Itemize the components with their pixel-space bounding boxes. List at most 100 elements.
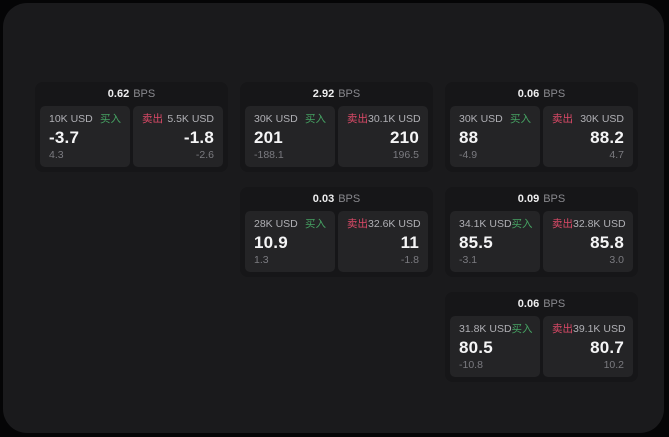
- buy-side-label: 买入: [510, 113, 531, 125]
- sell-side-label: 卖出: [552, 113, 573, 125]
- sell-price: 85.8: [590, 232, 624, 252]
- buy-pane-top: 28K USD 买入: [254, 218, 326, 230]
- bps-value: 0.62: [107, 88, 130, 100]
- bps-header: 0.06 BPS: [445, 292, 638, 316]
- sell-pane-top: 卖出 30K USD: [552, 113, 624, 125]
- buy-pane-top: 30K USD 买入: [254, 113, 326, 125]
- bps-value: 0.06: [517, 88, 540, 100]
- buy-notional: 31.8K USD: [459, 323, 512, 335]
- buy-price: 201: [254, 127, 283, 147]
- bps-header: 0.06 BPS: [445, 82, 638, 106]
- buy-price: 88: [459, 127, 479, 147]
- sell-pane-top: 卖出 30.1K USD: [347, 113, 421, 125]
- buy-sub-value: -3.1: [459, 254, 478, 266]
- buy-pane-top: 30K USD 买入: [459, 113, 531, 125]
- buy-pane[interactable]: 10K USD 买入 -3.7 4.3: [40, 106, 130, 167]
- sell-side-label: 卖出: [347, 218, 368, 230]
- sell-side-label: 卖出: [552, 323, 573, 335]
- buy-pane[interactable]: 30K USD 买入 88 -4.9: [450, 106, 540, 167]
- buy-pane[interactable]: 30K USD 买入 201 -188.1: [245, 106, 335, 167]
- sell-price: 210: [390, 127, 419, 147]
- buy-notional: 30K USD: [459, 113, 503, 125]
- buy-notional: 34.1K USD: [459, 218, 512, 230]
- sell-notional: 39.1K USD: [573, 323, 626, 335]
- sell-pane-top: 卖出 39.1K USD: [552, 323, 626, 335]
- sell-price: -1.8: [183, 127, 214, 147]
- buy-side-label: 买入: [511, 218, 533, 230]
- buy-side-label: 买入: [511, 323, 533, 335]
- buy-price: 10.9: [254, 232, 288, 252]
- bps-unit-label: BPS: [338, 88, 361, 100]
- buy-sub-value: -4.9: [459, 149, 478, 161]
- sell-pane[interactable]: 卖出 32.6K USD 11 -1.8: [338, 211, 428, 272]
- bps-value: 0.09: [517, 193, 540, 205]
- sell-pane[interactable]: 卖出 39.1K USD 80.7 10.2: [543, 316, 633, 377]
- sell-side-label: 卖出: [552, 218, 573, 230]
- sell-price: 80.7: [590, 337, 624, 357]
- buy-side-label: 买入: [100, 113, 121, 125]
- sell-notional: 32.8K USD: [573, 218, 626, 230]
- quote-card-body: 34.1K USD 买入 85.5 -3.1 卖出 32.8K USD 85.8…: [445, 211, 638, 272]
- quote-card-body: 30K USD 买入 88 -4.9 卖出 30K USD 88.2 4.7: [445, 106, 638, 167]
- quote-card-body: 31.8K USD 买入 80.5 -10.8 卖出 39.1K USD 80.…: [445, 316, 638, 377]
- bps-header: 0.62 BPS: [35, 82, 228, 106]
- sell-pane[interactable]: 卖出 30K USD 88.2 4.7: [543, 106, 633, 167]
- buy-price: 85.5: [459, 232, 493, 252]
- bps-unit-label: BPS: [338, 193, 361, 205]
- bps-unit-label: BPS: [133, 88, 156, 100]
- bps-unit-label: BPS: [543, 193, 566, 205]
- sell-sub-value: 4.7: [609, 149, 624, 161]
- buy-notional: 30K USD: [254, 113, 298, 125]
- quote-card-body: 10K USD 买入 -3.7 4.3 卖出 5.5K USD -1.8 -2.…: [35, 106, 228, 167]
- buy-pane-top: 10K USD 买入: [49, 113, 121, 125]
- sell-sub-value: 196.5: [392, 149, 419, 161]
- quote-card[interactable]: 0.03 BPS 28K USD 买入 10.9 1.3 卖出 32.6K US…: [240, 187, 433, 277]
- buy-price: -3.7: [49, 127, 80, 147]
- sell-side-label: 卖出: [347, 113, 368, 125]
- sell-sub-value: 3.0: [609, 254, 624, 266]
- buy-pane[interactable]: 28K USD 买入 10.9 1.3: [245, 211, 335, 272]
- bps-unit-label: BPS: [543, 88, 566, 100]
- buy-side-label: 买入: [305, 218, 326, 230]
- quote-card[interactable]: 0.06 BPS 31.8K USD 买入 80.5 -10.8 卖出 39.1…: [445, 292, 638, 382]
- buy-pane[interactable]: 34.1K USD 买入 85.5 -3.1: [450, 211, 540, 272]
- buy-notional: 28K USD: [254, 218, 298, 230]
- quote-card[interactable]: 2.92 BPS 30K USD 买入 201 -188.1 卖出 30.1K …: [240, 82, 433, 172]
- bps-value: 0.06: [517, 298, 540, 310]
- sell-notional: 30.1K USD: [368, 113, 421, 125]
- buy-sub-value: 1.3: [254, 254, 269, 266]
- buy-notional: 10K USD: [49, 113, 93, 125]
- quote-card-body: 30K USD 买入 201 -188.1 卖出 30.1K USD 210 1…: [240, 106, 433, 167]
- buy-pane[interactable]: 31.8K USD 买入 80.5 -10.8: [450, 316, 540, 377]
- sell-pane[interactable]: 卖出 32.8K USD 85.8 3.0: [543, 211, 633, 272]
- sell-pane-top: 卖出 5.5K USD: [142, 113, 214, 125]
- buy-sub-value: 4.3: [49, 149, 64, 161]
- sell-pane-top: 卖出 32.8K USD: [552, 218, 626, 230]
- sell-notional: 5.5K USD: [167, 113, 214, 125]
- sell-sub-value: -2.6: [195, 149, 214, 161]
- buy-sub-value: -10.8: [459, 359, 483, 371]
- buy-price: 80.5: [459, 337, 493, 357]
- sell-pane[interactable]: 卖出 5.5K USD -1.8 -2.6: [133, 106, 223, 167]
- sell-pane[interactable]: 卖出 30.1K USD 210 196.5: [338, 106, 428, 167]
- quote-card-body: 28K USD 买入 10.9 1.3 卖出 32.6K USD 11 -1.8: [240, 211, 433, 272]
- quote-card[interactable]: 0.62 BPS 10K USD 买入 -3.7 4.3 卖出 5.5K USD…: [35, 82, 228, 172]
- quote-card[interactable]: 0.06 BPS 30K USD 买入 88 -4.9 卖出 30K USD 8…: [445, 82, 638, 172]
- sell-sub-value: 10.2: [603, 359, 624, 371]
- bps-value: 2.92: [312, 88, 335, 100]
- bps-header: 0.09 BPS: [445, 187, 638, 211]
- sell-pane-top: 卖出 32.6K USD: [347, 218, 421, 230]
- quote-card[interactable]: 0.09 BPS 34.1K USD 买入 85.5 -3.1 卖出 32.8K…: [445, 187, 638, 277]
- buy-pane-top: 34.1K USD 买入: [459, 218, 533, 230]
- sell-side-label: 卖出: [142, 113, 163, 125]
- sell-sub-value: -1.8: [400, 254, 419, 266]
- sell-price: 11: [400, 232, 419, 252]
- sell-notional: 32.6K USD: [368, 218, 421, 230]
- buy-pane-top: 31.8K USD 买入: [459, 323, 533, 335]
- sell-price: 88.2: [590, 127, 624, 147]
- buy-side-label: 买入: [305, 113, 326, 125]
- buy-sub-value: -188.1: [254, 149, 284, 161]
- quotes-panel: 0.62 BPS 10K USD 买入 -3.7 4.3 卖出 5.5K USD…: [3, 3, 664, 433]
- bps-unit-label: BPS: [543, 298, 566, 310]
